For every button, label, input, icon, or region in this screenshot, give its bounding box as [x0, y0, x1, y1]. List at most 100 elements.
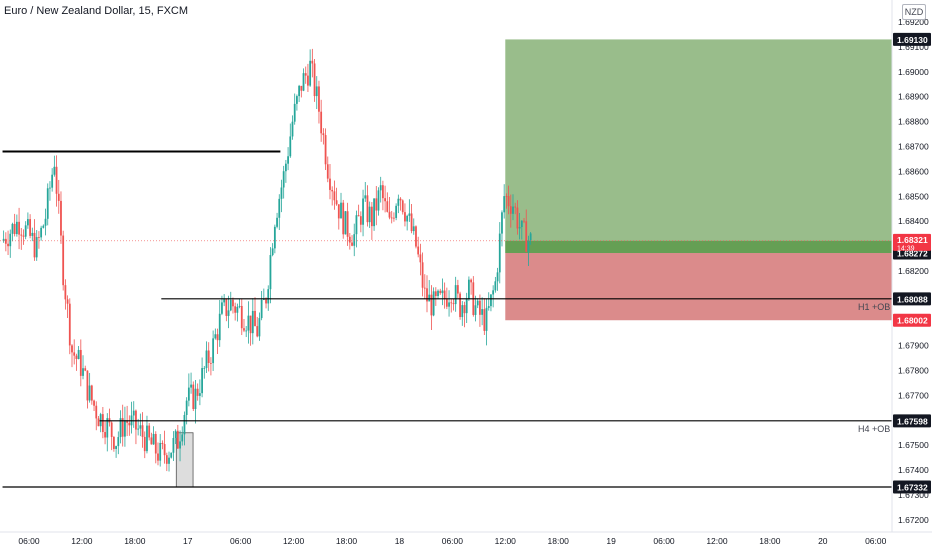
candle[interactable]: [307, 75, 309, 86]
candle[interactable]: [203, 367, 206, 369]
candle[interactable]: [318, 86, 320, 112]
candle[interactable]: [79, 349, 82, 376]
candle[interactable]: [146, 425, 148, 452]
candle[interactable]: [503, 196, 506, 213]
candle[interactable]: [93, 400, 95, 406]
candle[interactable]: [119, 418, 122, 438]
candle[interactable]: [529, 233, 532, 241]
candle[interactable]: [95, 405, 98, 419]
candle[interactable]: [280, 187, 283, 199]
candle[interactable]: [426, 288, 428, 302]
candle[interactable]: [77, 349, 80, 360]
candle[interactable]: [115, 446, 117, 449]
candle[interactable]: [351, 242, 353, 246]
candle[interactable]: [487, 306, 490, 308]
candle[interactable]: [507, 196, 510, 207]
candle[interactable]: [313, 63, 316, 97]
candle[interactable]: [141, 425, 144, 437]
candle[interactable]: [397, 198, 400, 206]
candle[interactable]: [304, 73, 307, 76]
candle[interactable]: [494, 281, 497, 291]
candle[interactable]: [518, 227, 521, 229]
price-axis[interactable]: [892, 0, 932, 550]
candle[interactable]: [225, 299, 228, 316]
profit-zone[interactable]: [505, 39, 892, 254]
candle[interactable]: [53, 166, 56, 175]
candle[interactable]: [254, 310, 256, 327]
candle[interactable]: [514, 206, 517, 208]
candle[interactable]: [240, 305, 243, 329]
candle[interactable]: [262, 299, 265, 300]
candle[interactable]: [132, 410, 135, 416]
candle[interactable]: [470, 279, 473, 283]
candle[interactable]: [300, 85, 303, 91]
candle[interactable]: [256, 326, 259, 337]
candle[interactable]: [71, 345, 73, 353]
candle[interactable]: [15, 221, 18, 235]
candle[interactable]: [410, 213, 413, 232]
candle[interactable]: [476, 300, 479, 306]
candle[interactable]: [415, 226, 417, 247]
candle[interactable]: [101, 414, 104, 432]
candle[interactable]: [201, 368, 203, 394]
candle[interactable]: [174, 430, 177, 438]
candle[interactable]: [337, 204, 340, 219]
candle[interactable]: [417, 246, 420, 255]
candle[interactable]: [172, 437, 175, 453]
candle[interactable]: [207, 350, 210, 363]
candle[interactable]: [33, 232, 36, 258]
candle[interactable]: [210, 362, 212, 364]
candle[interactable]: [121, 418, 124, 437]
candle[interactable]: [298, 85, 301, 97]
currency-button[interactable]: NZD: [902, 4, 926, 20]
candle[interactable]: [419, 254, 422, 263]
candle[interactable]: [55, 166, 58, 194]
candle[interactable]: [377, 190, 380, 211]
candle[interactable]: [370, 206, 373, 227]
candle[interactable]: [22, 235, 25, 237]
candle[interactable]: [183, 414, 186, 435]
candle[interactable]: [192, 384, 195, 410]
candle[interactable]: [496, 272, 499, 282]
candle[interactable]: [245, 330, 248, 332]
candle[interactable]: [51, 174, 54, 188]
candle[interactable]: [251, 310, 254, 334]
candle[interactable]: [404, 212, 406, 222]
candle[interactable]: [450, 302, 453, 304]
candle[interactable]: [238, 305, 241, 307]
candle[interactable]: [428, 294, 431, 302]
candle[interactable]: [128, 422, 131, 426]
candle[interactable]: [223, 299, 226, 303]
candle[interactable]: [137, 428, 140, 430]
candle[interactable]: [163, 444, 166, 456]
candle[interactable]: [271, 248, 274, 256]
candle[interactable]: [165, 455, 168, 464]
candle[interactable]: [181, 434, 184, 442]
candle[interactable]: [483, 309, 486, 331]
candle[interactable]: [311, 60, 314, 64]
candle[interactable]: [296, 96, 298, 104]
candle[interactable]: [9, 233, 12, 247]
candle[interactable]: [421, 262, 424, 288]
candle[interactable]: [13, 223, 16, 235]
candle[interactable]: [273, 226, 276, 249]
candle[interactable]: [185, 400, 188, 415]
candle[interactable]: [227, 310, 230, 316]
candle[interactable]: [315, 86, 318, 97]
candle[interactable]: [64, 285, 67, 300]
candle[interactable]: [463, 305, 466, 314]
candle[interactable]: [161, 442, 164, 445]
candle[interactable]: [291, 121, 294, 137]
candle[interactable]: [170, 452, 173, 458]
candle[interactable]: [423, 287, 426, 289]
candle[interactable]: [465, 298, 468, 314]
candle[interactable]: [11, 223, 14, 234]
candle[interactable]: [221, 302, 223, 314]
candle[interactable]: [82, 368, 84, 376]
candle[interactable]: [214, 334, 217, 339]
candle[interactable]: [498, 233, 501, 273]
candle[interactable]: [117, 437, 120, 447]
candle[interactable]: [485, 307, 488, 331]
candle[interactable]: [329, 178, 331, 190]
candle[interactable]: [324, 135, 327, 165]
